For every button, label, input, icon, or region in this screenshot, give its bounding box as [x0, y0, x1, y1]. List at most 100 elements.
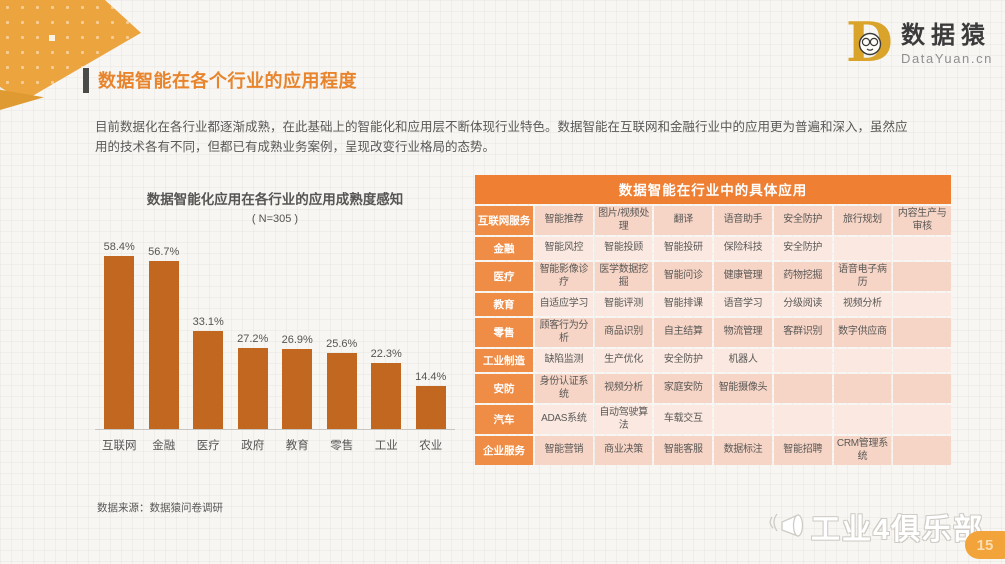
table-cell: 智能营销 — [535, 436, 593, 465]
page-title: 数据智能在各个行业的应用程度 — [98, 71, 357, 91]
table-title: 数据智能在行业中的具体应用 — [475, 175, 951, 204]
table-row-label: 教育 — [475, 293, 533, 316]
logo-name-cn: 数据猿 — [900, 22, 991, 50]
table-cell: 安全防护 — [773, 237, 832, 260]
bar-column: 26.9% — [275, 334, 320, 429]
industry-applications-table: 数据智能在行业中的具体应用 互联网服务 智能推荐 图片/视频处理 翻译 语音助手 安全防护… — [475, 175, 951, 465]
table-cell: 车载交互 — [654, 405, 713, 434]
logo-domain: DataYuan.cn — [900, 50, 993, 66]
table-cell: 智能风控 — [535, 237, 593, 260]
table-cell: 数据标注 — [714, 436, 772, 465]
title-accent-bar — [83, 67, 89, 93]
table-row-label: 企业服务 — [475, 436, 533, 465]
table-cell: 智能影像诊疗 — [535, 262, 593, 291]
table-cell — [893, 318, 951, 347]
table-cell: 视频分析 — [833, 293, 892, 316]
bar-category-label: 零售 — [330, 440, 354, 452]
table-cell: 物流管理 — [714, 318, 772, 347]
bar-value-label: 58.4% — [103, 241, 135, 253]
table-cell — [714, 405, 772, 434]
table-cell: 语音学习 — [714, 293, 772, 316]
table-cell: 旅行规划 — [833, 206, 892, 235]
bar — [148, 261, 179, 429]
table-cell: 智能评测 — [594, 293, 653, 316]
bar-column: 58.4% — [97, 241, 142, 429]
table-cell: 药物挖掘 — [773, 262, 832, 291]
bar-category-label: 农业 — [419, 440, 443, 452]
table-cell: 商品识别 — [594, 318, 653, 347]
table-cell: 语音助手 — [714, 206, 772, 235]
bar — [415, 386, 446, 429]
bar-value-label: 33.1% — [192, 316, 224, 328]
table-cell: 语音电子病历 — [833, 262, 892, 291]
table-cell: 顾客行为分析 — [535, 318, 593, 347]
table-cell: 内容生产与审核 — [893, 206, 951, 235]
table-cell: 智能问诊 — [654, 262, 713, 291]
table-cell — [833, 405, 892, 434]
table-cell — [893, 436, 951, 465]
bar-category-label: 互联网 — [102, 440, 137, 452]
bar-value-label: 25.6% — [326, 338, 358, 350]
bar-value-label: 14.4% — [415, 371, 447, 383]
table-row-label: 互联网服务 — [475, 206, 533, 235]
datayuan-monkey-d-icon: D — [846, 10, 896, 74]
bar-column: 27.2% — [231, 333, 276, 429]
chart-sample-size: ( N=305 ) — [251, 213, 299, 225]
table-row-label: 安防 — [475, 374, 533, 403]
bar — [104, 256, 135, 429]
maturity-bar-chart: 数据智能化应用在各行业的应用成熟度感知 ( N=305 ) 58.4% 56.7%… — [95, 188, 455, 453]
table-cell: 视频分析 — [594, 374, 653, 403]
watermark-text: 工业4俱乐部 — [811, 514, 985, 546]
table-cell: 智能推荐 — [535, 206, 593, 235]
bar — [326, 353, 357, 429]
table-cell — [893, 349, 951, 372]
bar-value-label: 26.9% — [281, 334, 313, 346]
table-cell — [893, 374, 951, 403]
table-cell: 数字供应商 — [833, 318, 892, 347]
table-cell: 健康管理 — [714, 262, 772, 291]
bar — [371, 363, 402, 429]
table-row-label: 金融 — [475, 237, 533, 260]
bar-column: 33.1% — [186, 316, 231, 429]
bar-value-label: 56.7% — [148, 246, 180, 258]
table-cell: ADAS系统 — [535, 405, 593, 434]
table-cell: 自主结算 — [654, 318, 713, 347]
bar-column: 25.6% — [320, 338, 365, 429]
bar-column: 56.7% — [142, 246, 187, 429]
table-cell: 智能投顾 — [594, 237, 653, 260]
table-grid: 互联网服务 智能推荐 图片/视频处理 翻译 语音助手 安全防护 旅行规划 内容生产与审核 金融智… — [475, 206, 951, 465]
table-row-label: 汽车 — [475, 405, 533, 434]
table-cell: 智能排课 — [654, 293, 713, 316]
page-number-badge: 15 — [965, 531, 1005, 559]
table-cell: 商业决策 — [594, 436, 653, 465]
bar-category-label: 金融 — [152, 440, 176, 452]
data-source-note: 数据来源：数据猿问卷调研 — [97, 502, 223, 514]
table-cell: 图片/视频处理 — [594, 206, 653, 235]
table-cell — [893, 293, 951, 316]
page-title-row: 数据智能在各个行业的应用程度 — [83, 67, 357, 93]
table-row-label: 零售 — [475, 318, 533, 347]
table-cell — [773, 349, 832, 372]
bar — [237, 348, 268, 429]
bar — [282, 349, 313, 429]
bar-column: 14.4% — [409, 371, 454, 429]
chart-title: 数据智能化应用在各行业的应用成熟度感知 — [146, 192, 404, 207]
table-cell: 自动驾驶算法 — [594, 405, 653, 434]
table-row-label: 工业制造 — [475, 349, 533, 372]
table-cell — [833, 237, 892, 260]
table-cell: 医学数据挖掘 — [594, 262, 653, 291]
table-cell: 客群识别 — [773, 318, 832, 347]
table-cell: 自适应学习 — [535, 293, 593, 316]
table-cell — [893, 262, 951, 291]
chart-plot-area: 58.4% 56.7% 33.1% 27.2% 26.9% 25.6% 22.3% 14.4% — [95, 237, 455, 430]
table-cell: 生产优化 — [594, 349, 653, 372]
table-cell: 保险科技 — [714, 237, 772, 260]
table-cell: 安全防护 — [773, 206, 832, 235]
table-cell: 缺陷监测 — [535, 349, 593, 372]
intro-paragraph: 目前数据化在各行业都逐渐成熟，在此基础上的智能化和应用层不断体现行业特色。数据智… — [95, 120, 908, 155]
bar-column: 22.3% — [364, 348, 409, 429]
bar-category-label: 医疗 — [196, 440, 220, 452]
table-cell: 安全防护 — [654, 349, 713, 372]
table-cell — [833, 374, 892, 403]
bar-category-label: 教育 — [285, 440, 309, 452]
